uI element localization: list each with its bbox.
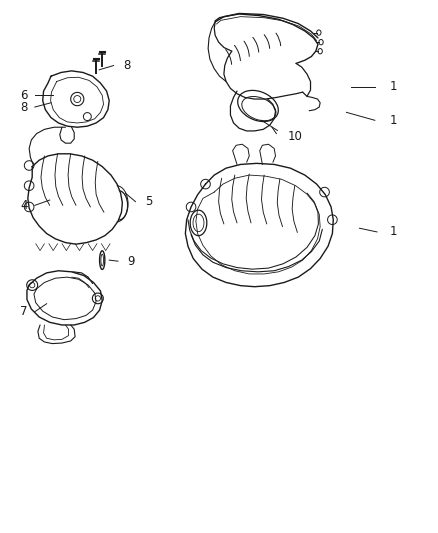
Text: 9: 9	[127, 255, 135, 268]
Text: 1: 1	[389, 114, 397, 127]
Text: 1: 1	[389, 80, 397, 93]
Text: 10: 10	[287, 130, 301, 143]
Text: 8: 8	[123, 59, 130, 72]
Text: 7: 7	[20, 305, 28, 318]
Text: 5: 5	[145, 195, 152, 208]
Text: 6: 6	[20, 89, 28, 102]
Text: 8: 8	[20, 101, 28, 114]
Text: 4: 4	[20, 199, 28, 212]
Text: 1: 1	[389, 225, 397, 238]
